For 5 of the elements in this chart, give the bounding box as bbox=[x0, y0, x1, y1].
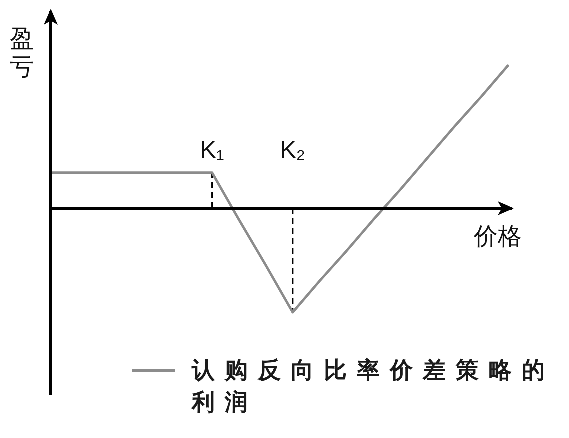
x-axis-title: 价格 bbox=[473, 223, 522, 250]
legend-label: 认购反向比率价差策略的利润 bbox=[192, 357, 555, 415]
x-tick-label: K₂ bbox=[280, 136, 306, 164]
y-axis-title: 盈亏 bbox=[10, 26, 34, 81]
x-tick-label: K₁ bbox=[200, 136, 224, 164]
